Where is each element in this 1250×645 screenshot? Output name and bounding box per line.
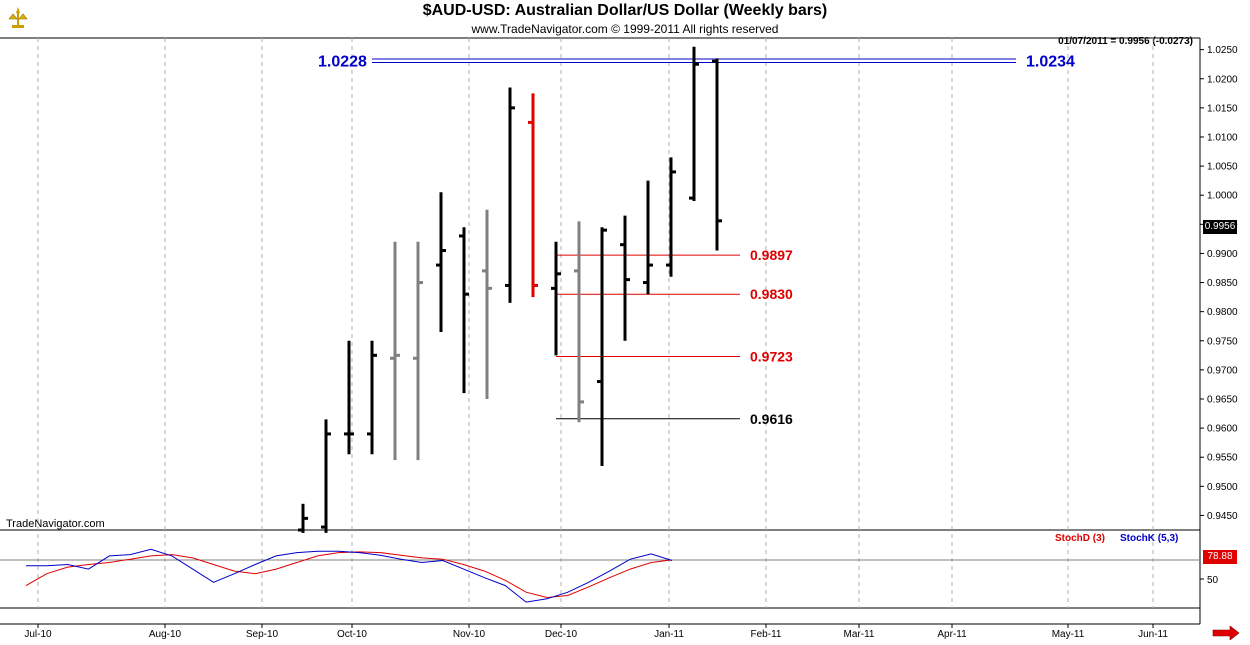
price-tick-label: 1.0050 (1207, 162, 1238, 173)
ohlc-bar[interactable] (344, 340, 354, 455)
ohlc-bar[interactable] (459, 227, 469, 394)
price-tick-label: 1.0100 (1207, 132, 1238, 143)
ohlc-bar[interactable] (620, 215, 630, 341)
month-tick-label: Sep-10 (246, 629, 279, 640)
ohlc-bar[interactable] (390, 241, 400, 461)
price-tick-label: 0.9450 (1207, 511, 1238, 522)
ohlc-bar[interactable] (551, 241, 561, 356)
ohlc-bar[interactable] (505, 87, 515, 303)
month-tick-label: Jul-10 (24, 629, 52, 640)
ohlc-bar[interactable] (643, 180, 653, 295)
price-tick-label: 1.0150 (1207, 103, 1238, 114)
stoch-d-legend: StochD (3) (1055, 533, 1105, 544)
price-tick-label: 0.9700 (1207, 365, 1238, 376)
ohlc-bar[interactable] (712, 58, 722, 251)
scroll-right-arrow-icon[interactable] (1212, 625, 1240, 645)
stoch-tick-label: 50 (1207, 575, 1219, 586)
month-tick-label: Feb-11 (751, 629, 782, 640)
month-tick-label: Mar-11 (844, 629, 875, 640)
watermark-label: TradeNavigator.com (6, 518, 105, 530)
price-tick-label: 0.9750 (1207, 336, 1238, 347)
price-tick-label: 1.0000 (1207, 191, 1238, 202)
ohlc-bar[interactable] (482, 209, 492, 399)
month-tick-label: Dec-10 (545, 629, 578, 640)
stoch-d-line (25, 551, 673, 599)
month-tick-label: Nov-10 (453, 629, 486, 640)
month-tick-label: Jan-11 (654, 629, 684, 640)
stoch-last-marker: 78.88 (1203, 550, 1237, 564)
month-tick-label: Oct-10 (337, 629, 367, 640)
ohlc-bar[interactable] (574, 221, 584, 423)
retracement-label: 0.9616 (750, 411, 793, 427)
month-tick-label: Apr-11 (937, 629, 967, 640)
stoch-k-legend: StochK (5,3) (1120, 533, 1179, 544)
trade-navigator-logo-icon (6, 5, 30, 29)
price-tick-label: 0.9900 (1207, 249, 1238, 260)
price-tick-label: 0.9650 (1207, 394, 1238, 405)
ohlc-bar[interactable] (689, 46, 699, 202)
price-readout: 01/07/2011 = 0.9956 (-0.0273) (1058, 36, 1193, 47)
price-tick-label: 0.9800 (1207, 307, 1238, 318)
resistance-label-right: 1.0234 (1026, 54, 1075, 71)
price-tick-label: 0.9850 (1207, 278, 1238, 289)
ohlc-bar[interactable] (413, 241, 423, 461)
retracement-label: 0.9723 (750, 348, 793, 364)
price-tick-label: 1.0200 (1207, 74, 1238, 85)
ohlc-bar[interactable] (528, 93, 538, 298)
month-tick-label: Aug-10 (149, 629, 182, 640)
retracement-label: 0.9830 (750, 286, 793, 302)
ohlc-bar[interactable] (298, 503, 308, 533)
ohlc-bar[interactable] (666, 157, 676, 277)
ohlc-bar[interactable] (597, 227, 607, 466)
chart-subtitle: www.TradeNavigator.com © 1999-2011 All r… (471, 22, 779, 36)
retracement-label: 0.9897 (750, 247, 793, 263)
month-tick-label: May-11 (1052, 629, 1085, 640)
price-tick-label: 1.0250 (1207, 45, 1238, 56)
price-tick-label: 0.9500 (1207, 482, 1238, 493)
last-price-marker: 0.9956 (1203, 220, 1237, 234)
stoch-k-line (26, 548, 673, 603)
ohlc-bar[interactable] (436, 192, 446, 333)
ohlc-bar[interactable] (367, 340, 377, 455)
ohlc-bar[interactable] (321, 419, 331, 533)
price-tick-label: 0.9600 (1207, 424, 1238, 435)
price-tick-label: 0.9550 (1207, 453, 1238, 464)
resistance-label-left: 1.0228 (318, 54, 367, 71)
chart-title: $AUD-USD: Australian Dollar/US Dollar (W… (422, 2, 828, 19)
month-tick-label: Jun-11 (1138, 629, 1168, 640)
